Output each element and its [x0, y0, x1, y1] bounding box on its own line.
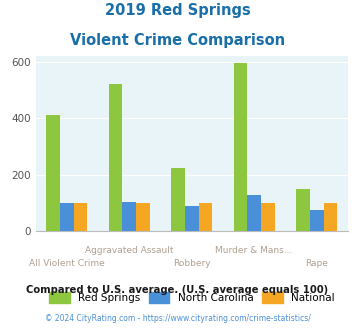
Text: Compared to U.S. average. (U.S. average equals 100): Compared to U.S. average. (U.S. average …: [26, 285, 329, 295]
Text: Aggravated Assault: Aggravated Assault: [85, 246, 174, 255]
Bar: [171, 168, 185, 231]
Bar: [109, 84, 122, 231]
Bar: [60, 203, 73, 231]
Bar: [247, 195, 261, 231]
Text: 2019 Red Springs: 2019 Red Springs: [105, 3, 250, 18]
Bar: [185, 206, 198, 231]
Bar: [310, 210, 323, 231]
Bar: [261, 203, 275, 231]
Text: Rape: Rape: [305, 259, 328, 268]
Text: Murder & Mans...: Murder & Mans...: [215, 246, 293, 255]
Bar: [73, 203, 87, 231]
Bar: [323, 203, 337, 231]
Bar: [136, 203, 150, 231]
Bar: [46, 115, 60, 231]
Bar: [234, 63, 247, 231]
Bar: [122, 202, 136, 231]
Bar: [296, 189, 310, 231]
Bar: [198, 203, 212, 231]
Text: All Violent Crime: All Violent Crime: [29, 259, 105, 268]
Legend: Red Springs, North Carolina, National: Red Springs, North Carolina, National: [49, 292, 335, 303]
Text: Violent Crime Comparison: Violent Crime Comparison: [70, 33, 285, 48]
Text: © 2024 CityRating.com - https://www.cityrating.com/crime-statistics/: © 2024 CityRating.com - https://www.city…: [45, 314, 310, 323]
Text: Robbery: Robbery: [173, 259, 211, 268]
